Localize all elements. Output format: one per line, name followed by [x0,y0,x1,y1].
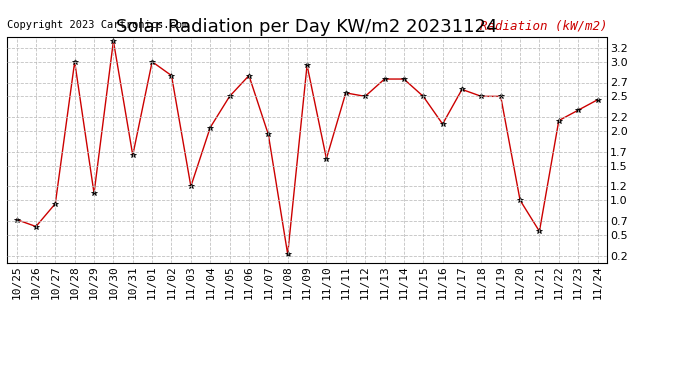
Text: Copyright 2023 Cartronics.com: Copyright 2023 Cartronics.com [7,20,188,30]
Title: Solar Radiation per Day KW/m2 20231124: Solar Radiation per Day KW/m2 20231124 [117,18,497,36]
Text: Radiation (kW/m2): Radiation (kW/m2) [480,20,607,33]
